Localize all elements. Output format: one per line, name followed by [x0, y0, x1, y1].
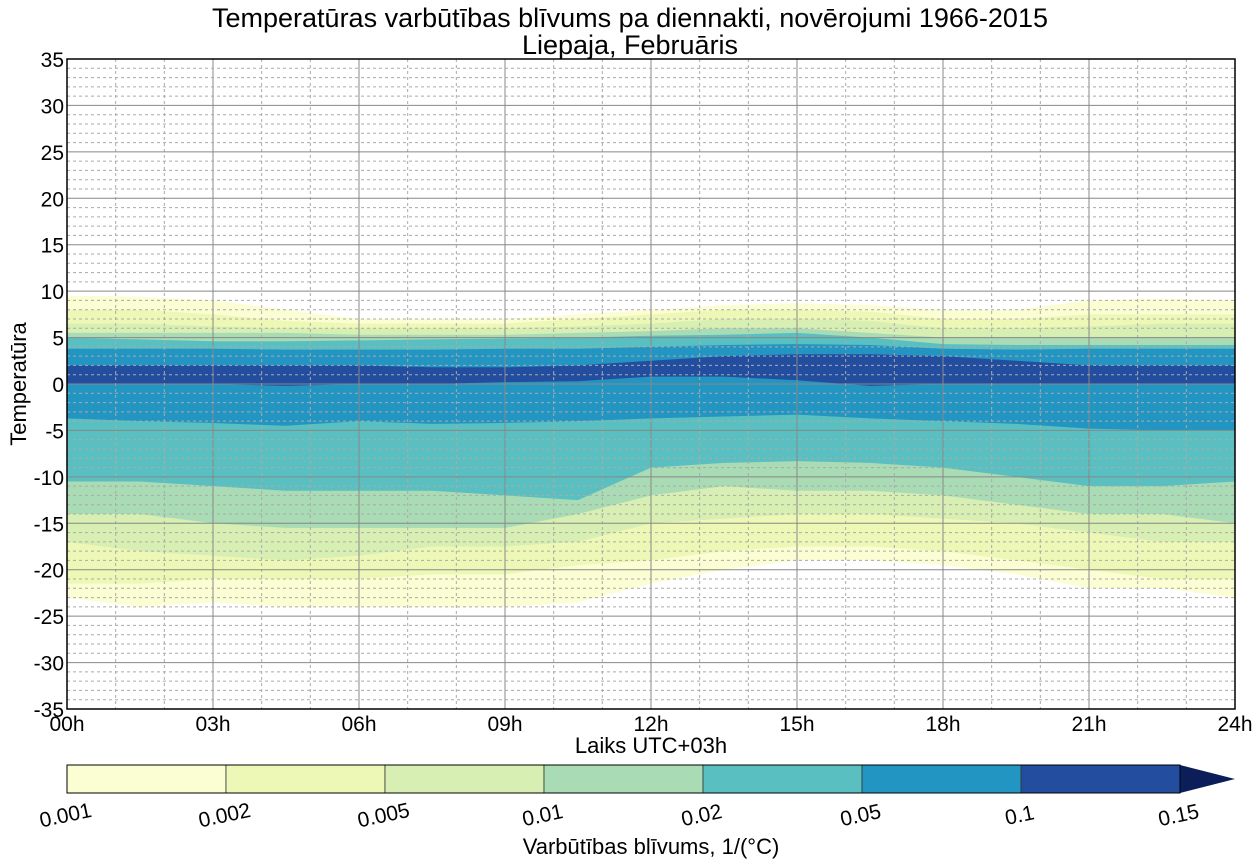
x-axis: 00h 03h 06h 09h 12h 15h 18h 21h 24h — [49, 713, 1252, 736]
colorbar — [66, 764, 1235, 794]
colorbar-segment — [702, 764, 863, 794]
colorbar-tick-label: 0.001 — [38, 799, 94, 832]
y-tick-label: -5 — [45, 420, 64, 443]
y-tick-label: -25 — [34, 606, 64, 629]
plot-area — [66, 58, 1236, 710]
y-tick-label: -20 — [34, 560, 64, 583]
x-axis-label: Laiks UTC+03h — [575, 733, 727, 758]
y-axis: 35 30 25 20 15 10 5 0 -5 -10 -15 -20 -25 -30 -35 — [34, 49, 64, 722]
plot-frame — [66, 58, 1236, 710]
chart-subtitle: Liepaja, Februāris — [522, 30, 738, 60]
colorbar-ticks: 0.001 0.002 0.005 0.01 0.02 0.05 0.1 0.15 — [38, 799, 1201, 832]
colorbar-segment — [543, 764, 704, 794]
colorbar-extend-arrow — [1180, 765, 1235, 793]
x-tick-label: 24h — [1217, 713, 1252, 736]
x-tick-label: 12h — [633, 713, 668, 736]
y-tick-label: 35 — [41, 49, 64, 72]
x-tick-label: 21h — [1071, 713, 1106, 736]
x-tick-label: 09h — [487, 713, 522, 736]
colorbar-segment — [1020, 764, 1181, 794]
x-tick-label: 00h — [49, 713, 84, 736]
colorbar-tick-label: 0.002 — [197, 799, 253, 832]
x-tick-label: 06h — [341, 713, 376, 736]
y-tick-label: 25 — [41, 142, 64, 165]
x-tick-label: 18h — [925, 713, 960, 736]
y-tick-label: 0 — [52, 374, 64, 397]
chart-title: Temperatūras varbūtības blīvums pa dienn… — [212, 3, 1048, 33]
x-tick-label: 15h — [779, 713, 814, 736]
colorbar-segment — [66, 764, 227, 794]
x-tick-label: 03h — [195, 713, 230, 736]
colorbar-tick-label: 0.05 — [838, 800, 883, 831]
colorbar-tick-label: 0.1 — [1003, 801, 1036, 830]
y-tick-label: 15 — [41, 235, 64, 258]
colorbar-tick-label: 0.02 — [679, 800, 724, 831]
y-tick-label: -15 — [34, 513, 64, 536]
y-tick-label: 10 — [41, 281, 64, 304]
y-axis-label: Temperatūra — [6, 321, 31, 445]
colorbar-label: Varbūtības blīvums, 1/(°C) — [523, 834, 780, 859]
colorbar-frame — [66, 764, 1181, 794]
y-tick-label: 5 — [52, 328, 64, 351]
colorbar-segment — [225, 764, 386, 794]
colorbar-segment — [861, 764, 1022, 794]
y-tick-label: -35 — [34, 699, 64, 722]
y-tick-label: 30 — [41, 95, 64, 118]
y-tick-label: -30 — [34, 653, 64, 676]
colorbar-tick-label: 0.005 — [356, 799, 412, 832]
colorbar-tick-label: 0.01 — [520, 800, 565, 831]
y-tick-label: 20 — [41, 188, 64, 211]
colorbar-segment — [384, 764, 545, 794]
y-tick-label: -10 — [34, 467, 64, 490]
colorbar-tick-label: 0.15 — [1156, 800, 1201, 831]
